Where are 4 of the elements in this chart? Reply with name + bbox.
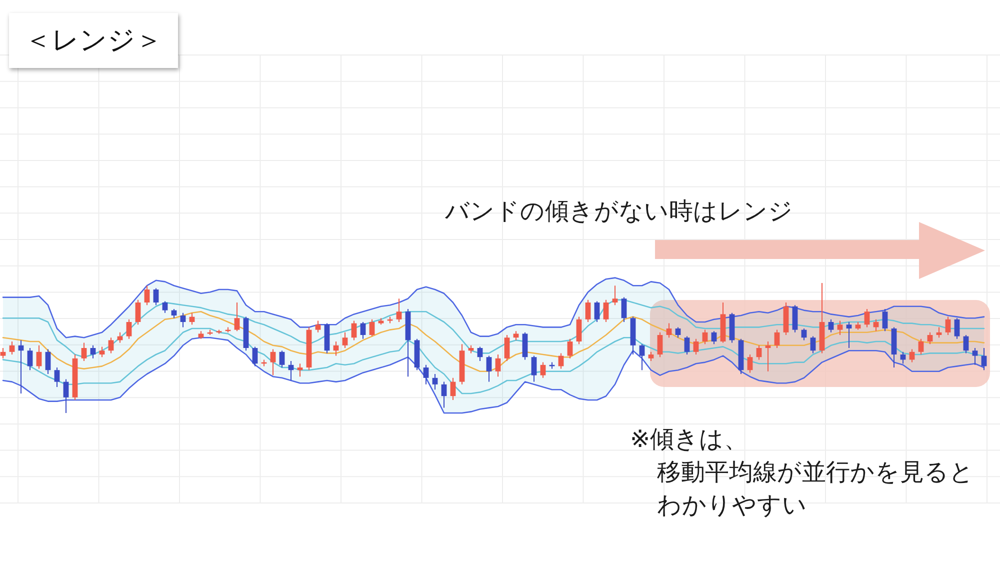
annotation: 移動平均線が並行かを見るとわかりやすい [657,458,975,521]
title: ＜レンジ＞ [9,13,178,68]
annotation: バンドの傾きがない時はレンジ [445,197,793,227]
annotation: ※傾きは、 [630,425,748,455]
